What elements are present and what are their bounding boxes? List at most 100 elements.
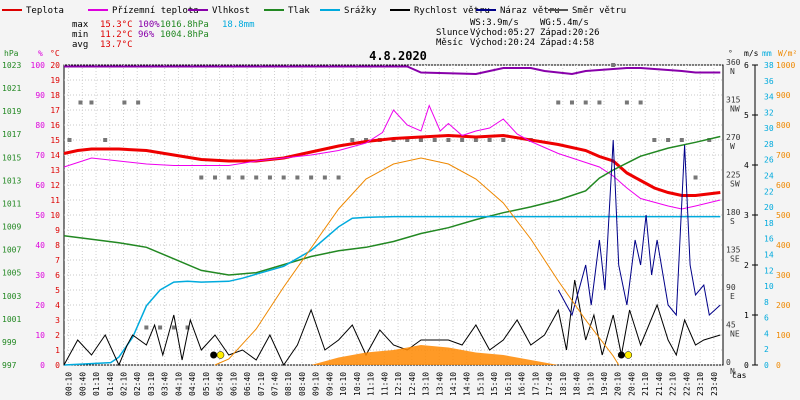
x-tick: 05:10 — [202, 372, 211, 396]
mm-tick: 14 — [764, 250, 774, 259]
legend-label: Tlak — [288, 6, 310, 16]
stat-value: max — [72, 20, 89, 30]
wind-dir-dot — [336, 175, 341, 180]
ms-tick: 5 — [744, 111, 749, 120]
wind-dir-dot — [281, 175, 286, 180]
temp-tick: 7 — [55, 256, 60, 265]
x-tick: 12:10 — [394, 372, 403, 396]
stat-value: 96% — [138, 30, 155, 40]
wm2-tick: 800 — [776, 121, 791, 130]
x-tick: 14:10 — [449, 372, 458, 396]
x-tick: 02:10 — [119, 372, 128, 396]
wm2-tick: 900 — [776, 91, 791, 100]
wind-dir-tick: 225 — [726, 171, 741, 180]
wind-dir-dot — [67, 138, 72, 142]
info-text: Východ:20:24 — [470, 38, 535, 48]
wind-dir-dot — [460, 138, 465, 142]
mm-tick: 4 — [764, 329, 769, 338]
pct-tick: 60 — [35, 181, 45, 190]
ms-tick: 2 — [744, 261, 749, 270]
mm-tick: 10 — [764, 282, 774, 291]
series — [63, 65, 721, 367]
wind-dir-label: NE — [730, 330, 740, 339]
axes: 9979991001100310051007100910111013101510… — [2, 49, 797, 396]
temp-tick: 0 — [55, 361, 60, 370]
mm-tick: 32 — [764, 108, 774, 117]
mm-tick: 22 — [764, 187, 774, 196]
temp-tick: 13 — [50, 166, 60, 175]
x-tick: 00:10 — [65, 372, 74, 396]
pct-unit: % — [38, 49, 43, 58]
x-tick: 10:40 — [353, 372, 362, 396]
x-tick: 11:10 — [367, 372, 376, 396]
series-Osvit — [214, 157, 620, 366]
wind-dir-dot — [473, 138, 478, 142]
wind-dir-dot — [556, 100, 561, 105]
wind-dir-tick: 90 — [726, 283, 736, 292]
wind-dir-dot — [213, 175, 218, 180]
chart-title: 4.8.2020 — [369, 49, 427, 63]
wind-dir-dot — [487, 138, 492, 142]
x-axis-label: čas — [732, 370, 747, 380]
info-text: Měsíc — [436, 38, 463, 48]
wm2-tick: 500 — [776, 211, 791, 220]
x-tick: 20:40 — [627, 372, 636, 396]
wind-dir-dot — [350, 138, 355, 142]
info-text: Západ:4:58 — [540, 38, 594, 48]
pct-tick: 50 — [35, 211, 45, 220]
wind-dir-dot — [122, 100, 127, 105]
x-tick: 00:40 — [78, 372, 87, 396]
temp-tick: 10 — [50, 211, 60, 220]
pct-tick: 10 — [35, 331, 45, 340]
temp-tick: 19 — [50, 76, 60, 85]
x-tick: 04:10 — [174, 372, 183, 396]
stats-block: max 15.3°C 100% 1016.8hPa 18.8mm min 11.2°C 96%… — [72, 20, 255, 50]
hpa-tick: 1003 — [2, 292, 21, 301]
temp-tick: 14 — [50, 151, 60, 160]
series-Vlhkost — [64, 65, 721, 76]
stat-value: avg — [72, 40, 88, 50]
x-tick: 04:40 — [188, 372, 197, 396]
wind-dir-dot — [226, 175, 231, 180]
sunset-marker — [624, 351, 633, 359]
ms-unit: m/s — [744, 49, 759, 58]
wind-dir-dot — [199, 175, 204, 180]
wind-dir-label: NW — [730, 105, 740, 114]
wind-dir-tick: 45 — [726, 321, 736, 330]
temp-tick: 4 — [55, 301, 60, 310]
mm-tick: 34 — [764, 93, 774, 102]
x-tick: 08:10 — [284, 372, 293, 396]
pct-tick: 30 — [35, 271, 45, 280]
hpa-tick: 999 — [2, 338, 17, 347]
wm2-tick: 1000 — [776, 61, 795, 70]
info-text: Slunce — [436, 28, 469, 38]
wm2-tick: 200 — [776, 301, 791, 310]
wind-dir-dot — [624, 100, 629, 105]
pct-tick: 0 — [40, 361, 45, 370]
wind-dir-tick: 315 — [726, 96, 741, 105]
x-tick: 14:40 — [463, 372, 472, 396]
pct-tick: 100 — [31, 61, 46, 70]
wind-dir-dot — [103, 138, 108, 142]
wind-dir-dot — [569, 100, 574, 105]
wind-dir-dot — [171, 325, 176, 330]
moonrise-marker — [617, 351, 625, 359]
wind-dir-label: SE — [730, 255, 740, 264]
x-tick: 23:40 — [710, 372, 719, 396]
wm2-tick: 400 — [776, 241, 791, 250]
moonset-marker — [210, 351, 218, 359]
x-tick: 01:10 — [92, 372, 101, 396]
x-tick: 13:40 — [435, 372, 444, 396]
wind-dir-tick: 270 — [726, 133, 741, 142]
hpa-unit: hPa — [4, 49, 19, 58]
x-tick: 09:40 — [325, 372, 334, 396]
x-tick: 03:40 — [161, 372, 170, 396]
stat-value: 13.7°C — [100, 40, 133, 50]
wind-dir-dot — [89, 100, 94, 105]
stat-value: 100% — [138, 20, 160, 30]
wind-dir-label: S — [730, 217, 735, 226]
hpa-tick: 997 — [2, 361, 17, 370]
x-tick: 21:10 — [641, 372, 650, 396]
temp-tick: 6 — [55, 271, 60, 280]
